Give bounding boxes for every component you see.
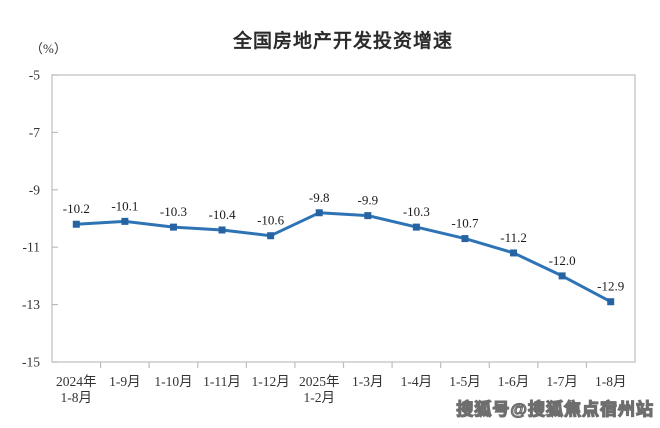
data-point-marker	[461, 235, 469, 243]
data-point-label: -10.3	[403, 204, 430, 219]
data-point-label: -10.6	[257, 213, 285, 228]
y-tick-label: -11	[23, 240, 41, 255]
data-point-label: -12.9	[597, 279, 624, 294]
x-category-label: 1-8月	[595, 374, 627, 389]
x-category-label: 1-9月	[109, 374, 141, 389]
data-point-label: -10.4	[208, 207, 236, 222]
y-tick-label: -15	[22, 355, 40, 370]
data-point-label: -9.8	[309, 190, 330, 205]
data-point-marker	[267, 232, 275, 240]
y-tick-label: -7	[29, 125, 40, 140]
x-category-label: 1-3月	[352, 374, 384, 389]
data-point-label: -9.9	[357, 193, 378, 208]
plot-border	[51, 74, 636, 363]
y-tick-label: -13	[22, 297, 40, 312]
x-category-label: 2024年	[56, 374, 97, 389]
data-point-marker	[607, 298, 615, 306]
x-category-label: 1-2月	[303, 390, 335, 405]
data-point-marker	[412, 223, 420, 231]
x-category-label: 2025年	[299, 374, 340, 389]
data-point-label: -10.3	[160, 204, 187, 219]
x-category-label: 1-5月	[449, 374, 481, 389]
data-point-marker	[72, 220, 80, 228]
data-point-marker	[121, 217, 129, 225]
data-point-label: -12.0	[549, 253, 576, 268]
data-point-marker	[315, 209, 323, 217]
watermark: 搜狐号@搜狐焦点宿州站	[456, 399, 654, 419]
x-category-label: 1-6月	[498, 374, 530, 389]
data-point-marker	[364, 212, 372, 220]
data-line	[74, 211, 613, 304]
data-point-label: -11.2	[500, 230, 527, 245]
data-point-marker	[169, 223, 177, 231]
data-point-label: -10.1	[111, 198, 138, 213]
x-category-label: 1-11月	[203, 374, 241, 389]
chart-title: 全国房地产开发投资增速	[232, 31, 453, 52]
y-tick-label: -5	[29, 68, 40, 83]
data-point-marker	[510, 249, 518, 257]
x-category-label: 1-7月	[546, 374, 578, 389]
x-category-label: 1-4月	[401, 374, 433, 389]
data-point-label: -10.2	[63, 201, 90, 216]
y-axis-unit-label: （%）	[30, 41, 67, 56]
x-category-label: 1-12月	[252, 374, 290, 389]
data-point-label: -10.7	[451, 216, 479, 231]
x-category-label: 1-10月	[154, 374, 192, 389]
x-category-label: 1-8月	[61, 390, 93, 405]
data-point-marker	[218, 226, 226, 234]
y-tick-label: -9	[29, 182, 40, 197]
data-point-marker	[558, 272, 566, 280]
